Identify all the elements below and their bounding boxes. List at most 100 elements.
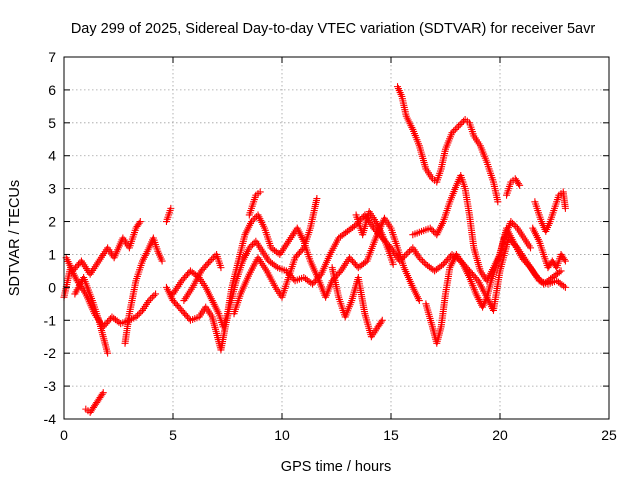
y-tick-label: 7 bbox=[48, 49, 56, 65]
data-point bbox=[507, 218, 515, 226]
data-point bbox=[247, 218, 255, 226]
data-point bbox=[444, 255, 452, 263]
data-point bbox=[561, 283, 569, 291]
axis-ticks: 0 5 10 15 20 25 -4 -3 -2 -1 0 1 2 3 4 5 6 7 bbox=[44, 49, 617, 443]
x-tick-label: 5 bbox=[169, 427, 177, 443]
data-point bbox=[404, 249, 412, 257]
data-point bbox=[527, 244, 535, 252]
data-point bbox=[428, 226, 436, 234]
data-point bbox=[181, 273, 189, 281]
series-trace-s bbox=[529, 224, 569, 272]
data-point bbox=[419, 257, 427, 265]
data-point bbox=[181, 310, 189, 318]
x-tick-label: 25 bbox=[601, 427, 617, 443]
data-point bbox=[347, 255, 355, 263]
data-point bbox=[377, 318, 385, 326]
data-point bbox=[516, 181, 524, 189]
data-point bbox=[450, 127, 458, 135]
series-trace-m bbox=[352, 208, 397, 268]
data-point bbox=[298, 246, 306, 254]
data-point bbox=[170, 298, 178, 306]
data-point bbox=[458, 119, 466, 127]
data-point bbox=[178, 306, 186, 314]
y-tick-label: -4 bbox=[44, 411, 57, 427]
data-point bbox=[200, 264, 208, 272]
series-trace-b bbox=[62, 218, 144, 278]
y-tick-label: -1 bbox=[44, 312, 57, 328]
data-point bbox=[205, 259, 213, 267]
data-point bbox=[136, 218, 144, 226]
series-trace-j bbox=[245, 188, 264, 219]
data-point bbox=[291, 254, 299, 262]
data-point bbox=[203, 260, 211, 268]
series-trace-f bbox=[162, 204, 175, 226]
data-point bbox=[175, 303, 183, 311]
series-trace-h bbox=[169, 211, 423, 331]
data-point bbox=[245, 244, 253, 252]
data-point bbox=[335, 269, 343, 277]
data-point bbox=[512, 222, 520, 230]
data-point bbox=[426, 224, 434, 232]
data-point bbox=[293, 252, 301, 260]
y-tick-label: 2 bbox=[48, 214, 56, 230]
data-point bbox=[370, 224, 378, 232]
data-point bbox=[522, 259, 530, 267]
data-point bbox=[525, 262, 533, 270]
data-point bbox=[178, 277, 186, 285]
data-point bbox=[101, 321, 109, 329]
data-point bbox=[72, 264, 80, 272]
data-point bbox=[184, 313, 192, 321]
x-axis-label: GPS time / hours bbox=[281, 459, 391, 475]
data-point bbox=[69, 267, 77, 275]
data-point bbox=[135, 310, 143, 318]
data-point bbox=[208, 255, 216, 263]
data-point bbox=[510, 221, 518, 229]
data-point bbox=[145, 297, 153, 305]
data-point bbox=[417, 255, 425, 263]
data-point bbox=[350, 259, 358, 267]
data-point bbox=[313, 195, 321, 203]
data-point bbox=[439, 260, 447, 268]
data-point bbox=[179, 308, 187, 316]
y-axis-label: SDTVAR / TECUs bbox=[7, 180, 23, 296]
y-tick-label: 0 bbox=[48, 279, 56, 295]
data-point bbox=[295, 249, 303, 257]
data-point bbox=[199, 265, 207, 273]
data-point bbox=[378, 316, 386, 324]
data-point bbox=[415, 254, 423, 262]
data-point bbox=[167, 204, 175, 212]
series-trace-c bbox=[71, 273, 112, 357]
data-point bbox=[348, 257, 356, 265]
data-point bbox=[441, 259, 449, 267]
data-point bbox=[176, 305, 184, 313]
y-tick-label: 5 bbox=[48, 115, 56, 131]
data-point bbox=[438, 262, 446, 270]
data-point bbox=[494, 198, 502, 206]
series-trace-e bbox=[82, 389, 107, 416]
data-point bbox=[557, 267, 565, 275]
data-point bbox=[509, 219, 517, 227]
series-trace-p bbox=[422, 218, 535, 347]
data-point bbox=[249, 241, 257, 249]
data-point bbox=[561, 257, 569, 265]
data-point bbox=[294, 250, 302, 258]
data-point bbox=[172, 300, 180, 308]
data-point bbox=[351, 260, 359, 268]
data-point bbox=[134, 311, 142, 319]
data-point bbox=[102, 320, 110, 328]
series-trace-d bbox=[121, 234, 166, 347]
y-tick-label: -2 bbox=[44, 345, 57, 361]
data-point bbox=[104, 349, 112, 357]
data-point bbox=[135, 219, 143, 227]
data-point bbox=[402, 250, 410, 258]
data-point bbox=[147, 295, 155, 303]
data-point bbox=[346, 254, 354, 262]
data-point bbox=[415, 297, 423, 305]
data-point bbox=[451, 125, 459, 133]
series-trace-n bbox=[394, 83, 502, 206]
x-tick-label: 15 bbox=[383, 427, 399, 443]
plot-frame bbox=[63, 56, 610, 420]
data-point bbox=[515, 180, 523, 188]
x-tick-label: 0 bbox=[60, 427, 68, 443]
